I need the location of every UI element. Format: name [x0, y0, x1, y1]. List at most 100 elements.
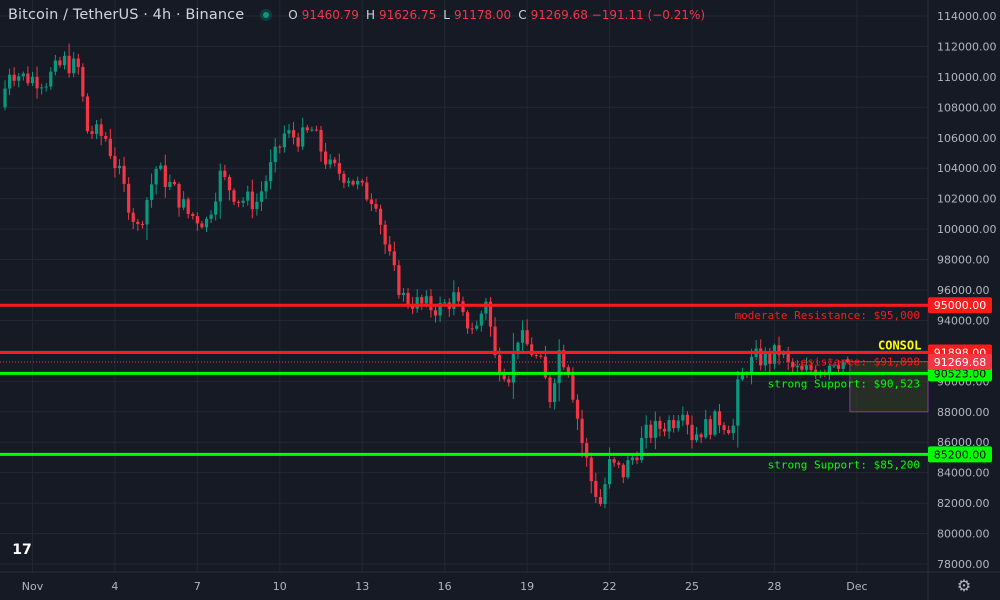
candle-down[interactable]	[768, 352, 772, 364]
candle-down[interactable]	[539, 355, 543, 357]
candle-up[interactable]	[30, 76, 35, 84]
candle-down[interactable]	[200, 223, 204, 228]
candle-down[interactable]	[113, 156, 117, 169]
candle-up[interactable]	[676, 420, 680, 429]
candle-down[interactable]	[383, 224, 387, 245]
candle-down[interactable]	[562, 350, 566, 368]
candle-down[interactable]	[585, 443, 589, 458]
candle-up[interactable]	[356, 180, 360, 185]
candle-down[interactable]	[786, 352, 790, 362]
candle-down[interactable]	[360, 180, 364, 183]
candle-down[interactable]	[836, 365, 841, 369]
candle-down[interactable]	[296, 137, 300, 147]
candle-up[interactable]	[603, 484, 607, 504]
candle-down[interactable]	[791, 361, 795, 368]
candle-up[interactable]	[736, 379, 740, 426]
candle-down[interactable]	[324, 151, 328, 165]
candle-up[interactable]	[731, 425, 735, 434]
candle-down[interactable]	[342, 173, 346, 183]
market-status-icon[interactable]	[260, 9, 273, 21]
candle-down[interactable]	[846, 359, 850, 363]
candle-up[interactable]	[264, 181, 268, 192]
candle-down[interactable]	[525, 330, 529, 345]
candle-up[interactable]	[667, 420, 671, 432]
candle-down[interactable]	[99, 124, 103, 136]
candle-down[interactable]	[374, 204, 378, 209]
candle-down[interactable]	[420, 297, 424, 304]
candle-down[interactable]	[26, 73, 30, 84]
candle-down[interactable]	[498, 355, 502, 375]
candle-up[interactable]	[553, 383, 557, 402]
candle-up[interactable]	[827, 365, 831, 374]
candle-down[interactable]	[598, 496, 602, 504]
candle-up[interactable]	[246, 191, 250, 201]
candle-down[interactable]	[278, 146, 282, 148]
candle-down[interactable]	[131, 212, 135, 222]
candle-down[interactable]	[90, 131, 94, 134]
candle-up[interactable]	[630, 457, 635, 461]
candle-down[interactable]	[369, 199, 373, 205]
candle-down[interactable]	[548, 377, 552, 402]
candle-down[interactable]	[140, 224, 144, 226]
candle-up[interactable]	[713, 411, 717, 435]
candle-down[interactable]	[672, 420, 676, 429]
candle-down[interactable]	[397, 265, 401, 296]
candle-down[interactable]	[122, 165, 126, 184]
candle-up[interactable]	[241, 200, 245, 203]
candle-down[interactable]	[566, 367, 570, 374]
candle-up[interactable]	[640, 437, 644, 461]
candle-up[interactable]	[259, 191, 264, 202]
candle-down[interactable]	[530, 344, 534, 355]
candle-down[interactable]	[378, 208, 383, 225]
candle-down[interactable]	[465, 312, 470, 329]
candle-down[interactable]	[493, 326, 497, 356]
candle-down[interactable]	[571, 373, 575, 400]
candle-down[interactable]	[727, 430, 731, 434]
candle-down[interactable]	[337, 163, 341, 174]
candle-down[interactable]	[223, 170, 227, 177]
candle-up[interactable]	[475, 325, 479, 329]
candle-down[interactable]	[543, 356, 548, 378]
candle-up[interactable]	[401, 292, 406, 296]
candle-up[interactable]	[214, 201, 218, 215]
candle-up[interactable]	[3, 88, 7, 108]
candle-up[interactable]	[209, 214, 213, 219]
candle-up[interactable]	[204, 218, 209, 228]
candle-up[interactable]	[154, 168, 158, 185]
symbol-title[interactable]: Bitcoin / TetherUS · 4h · Binance	[8, 7, 245, 23]
candle-up[interactable]	[346, 181, 351, 183]
candle-up[interactable]	[443, 302, 447, 304]
candle-down[interactable]	[104, 135, 108, 139]
candle-down[interactable]	[305, 127, 309, 131]
candle-down[interactable]	[365, 182, 369, 200]
candle-up[interactable]	[424, 296, 428, 304]
candle-down[interactable]	[502, 374, 506, 380]
candle-up[interactable]	[44, 86, 48, 88]
candle-up[interactable]	[511, 351, 515, 383]
candle-up[interactable]	[804, 365, 809, 370]
candle-up[interactable]	[626, 460, 630, 478]
candle-down[interactable]	[658, 420, 662, 429]
candle-down[interactable]	[612, 459, 616, 463]
candle-up[interactable]	[557, 350, 561, 384]
candle-up[interactable]	[301, 127, 305, 147]
candle-up[interactable]	[520, 330, 525, 343]
settings-gear-icon[interactable]: ⚙	[956, 576, 972, 595]
candle-down[interactable]	[319, 129, 323, 152]
candle-down[interactable]	[621, 464, 625, 478]
candle-down[interactable]	[456, 292, 461, 302]
candle-up[interactable]	[168, 181, 172, 188]
candle-up[interactable]	[145, 199, 149, 225]
candle-down[interactable]	[685, 414, 690, 425]
candle-down[interactable]	[690, 424, 694, 441]
candle-down[interactable]	[809, 365, 813, 370]
candle-up[interactable]	[763, 352, 767, 366]
candle-up[interactable]	[7, 74, 12, 89]
candle-down[interactable]	[81, 67, 85, 97]
candle-down[interactable]	[186, 199, 190, 215]
candle-up[interactable]	[832, 365, 836, 367]
candle-up[interactable]	[17, 76, 21, 81]
candle-up[interactable]	[328, 159, 332, 165]
candle-down[interactable]	[172, 181, 177, 185]
